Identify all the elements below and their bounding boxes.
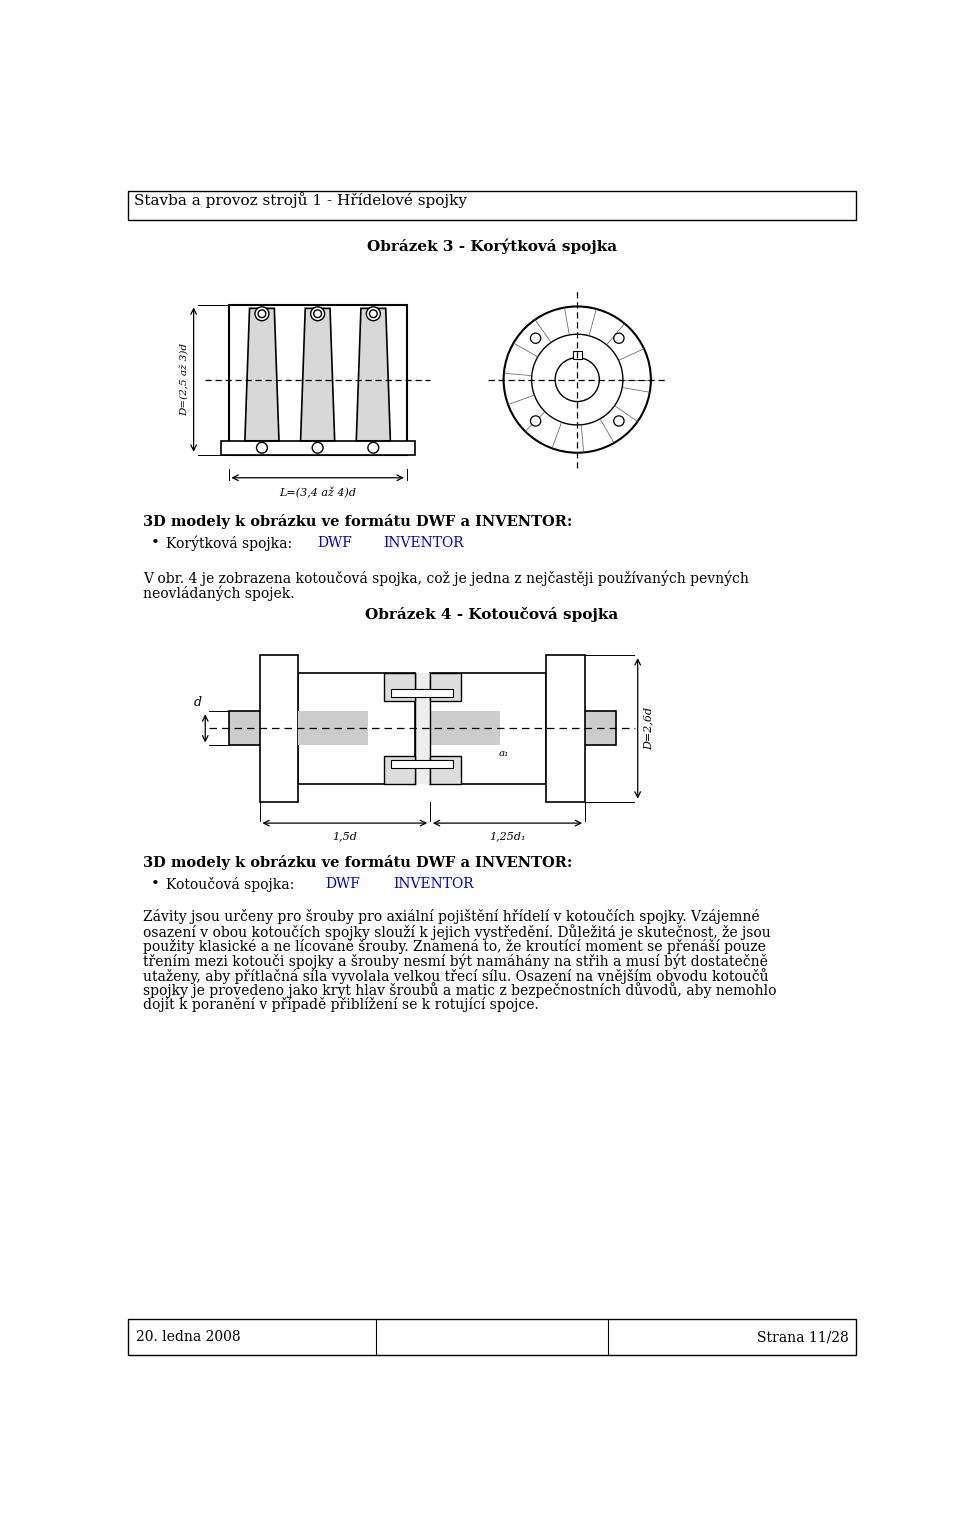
Bar	[430, 673, 546, 783]
Text: 1,25d₁: 1,25d₁	[490, 831, 526, 841]
Text: INVENTOR: INVENTOR	[383, 536, 464, 550]
Circle shape	[258, 310, 266, 318]
Text: Stavba a provoz strojů 1 - Hřídelové spojky: Stavba a provoz strojů 1 - Hřídelové spo…	[134, 192, 467, 208]
Text: utaženy, aby přítlačná síla vyvolala velkou třecí sílu. Osazení na vnějším obvod: utaženy, aby přítlačná síla vyvolala vel…	[143, 968, 769, 983]
Polygon shape	[300, 308, 335, 441]
Text: Strana 11/28: Strana 11/28	[756, 1330, 849, 1344]
Circle shape	[532, 334, 623, 425]
Text: 1,5d: 1,5d	[332, 831, 357, 841]
Text: D=2,6d: D=2,6d	[643, 707, 654, 750]
Text: dojít k poranění v případě přiblížení se k rotující spojce.: dojít k poranění v případě přiblížení se…	[143, 997, 539, 1012]
Text: 3D modely k obrázku ve formátu DWF a INVENTOR:: 3D modely k obrázku ve formátu DWF a INV…	[143, 515, 572, 530]
Bar	[546, 655, 585, 802]
Text: použity klasické a ne lícované šrouby. Znamená to, že kroutící moment se přenáší: použity klasické a ne lícované šrouby. Z…	[143, 939, 766, 953]
Circle shape	[255, 307, 269, 321]
Bar	[228, 304, 407, 455]
Circle shape	[312, 443, 324, 454]
Circle shape	[531, 415, 540, 426]
Circle shape	[368, 443, 379, 454]
Bar	[572, 351, 582, 359]
Bar	[392, 689, 453, 696]
Bar	[259, 655, 299, 802]
Bar	[546, 712, 616, 745]
Text: DWF: DWF	[318, 536, 352, 550]
Text: a₁: a₁	[498, 750, 509, 759]
Circle shape	[370, 310, 377, 318]
Text: •: •	[151, 876, 160, 892]
Text: L=(3,4 až 4)d: L=(3,4 až 4)d	[279, 487, 356, 498]
Bar	[430, 712, 500, 745]
Bar	[299, 673, 415, 783]
Text: Obrázek 4 - Kotoučová spojka: Obrázek 4 - Kotoučová spojka	[366, 606, 618, 621]
Circle shape	[311, 307, 324, 321]
Text: třením mezi kotouči spojky a šrouby nesmí být namáhány na střih a musí být dosta: třením mezi kotouči spojky a šrouby nesm…	[143, 953, 768, 968]
Circle shape	[256, 443, 267, 454]
Bar	[128, 191, 856, 220]
Text: Závity jsou určeny pro šrouby pro axiální pojištění hřídelí v kotoučích spojky. : Závity jsou určeny pro šrouby pro axiáln…	[143, 910, 760, 924]
Circle shape	[531, 333, 540, 344]
Text: Kotoučová spojka:: Kotoučová spojka:	[166, 876, 295, 892]
Circle shape	[367, 307, 380, 321]
Text: osazení v obou kotoučích spojky slouží k jejich vystředění. Důležitá je skutečno: osazení v obou kotoučích spojky slouží k…	[143, 924, 771, 939]
Bar	[415, 673, 430, 783]
Bar	[128, 1319, 856, 1354]
Bar	[228, 712, 299, 745]
Bar	[383, 756, 415, 783]
Text: 3D modely k obrázku ve formátu DWF a INVENTOR:: 3D modely k obrázku ve formátu DWF a INV…	[143, 855, 572, 870]
Text: 20. ledna 2008: 20. ledna 2008	[135, 1330, 240, 1344]
Text: DWF: DWF	[325, 876, 360, 892]
Circle shape	[613, 415, 624, 426]
Bar	[299, 712, 368, 745]
Circle shape	[504, 307, 651, 452]
Text: Korýtková spojka:: Korýtková spojka:	[166, 536, 293, 551]
Circle shape	[555, 357, 599, 402]
Circle shape	[314, 310, 322, 318]
Text: •: •	[151, 536, 160, 550]
Text: neovládaných spojek.: neovládaných spojek.	[143, 585, 295, 600]
Text: INVENTOR: INVENTOR	[393, 876, 473, 892]
Text: spojky je provedeno jako kryt hlav šroubů a matic z bezpečnostních důvodů, aby n: spojky je provedeno jako kryt hlav šroub…	[143, 982, 777, 999]
Bar	[430, 756, 461, 783]
Bar	[221, 441, 415, 455]
Circle shape	[613, 333, 624, 344]
Text: d: d	[194, 696, 202, 709]
Bar	[430, 673, 461, 701]
Text: V obr. 4 je zobrazena kotoučová spojka, což je jedna z nejčastěji používaných pe: V obr. 4 je zobrazena kotoučová spojka, …	[143, 571, 749, 586]
Bar	[383, 673, 415, 701]
Text: Obrázek 3 - Korýtková spojka: Obrázek 3 - Korýtková spojka	[367, 238, 617, 253]
Polygon shape	[356, 308, 391, 441]
Text: D=(2,5 až 3)d: D=(2,5 až 3)d	[180, 344, 189, 415]
Bar	[392, 760, 453, 768]
Polygon shape	[245, 308, 279, 441]
